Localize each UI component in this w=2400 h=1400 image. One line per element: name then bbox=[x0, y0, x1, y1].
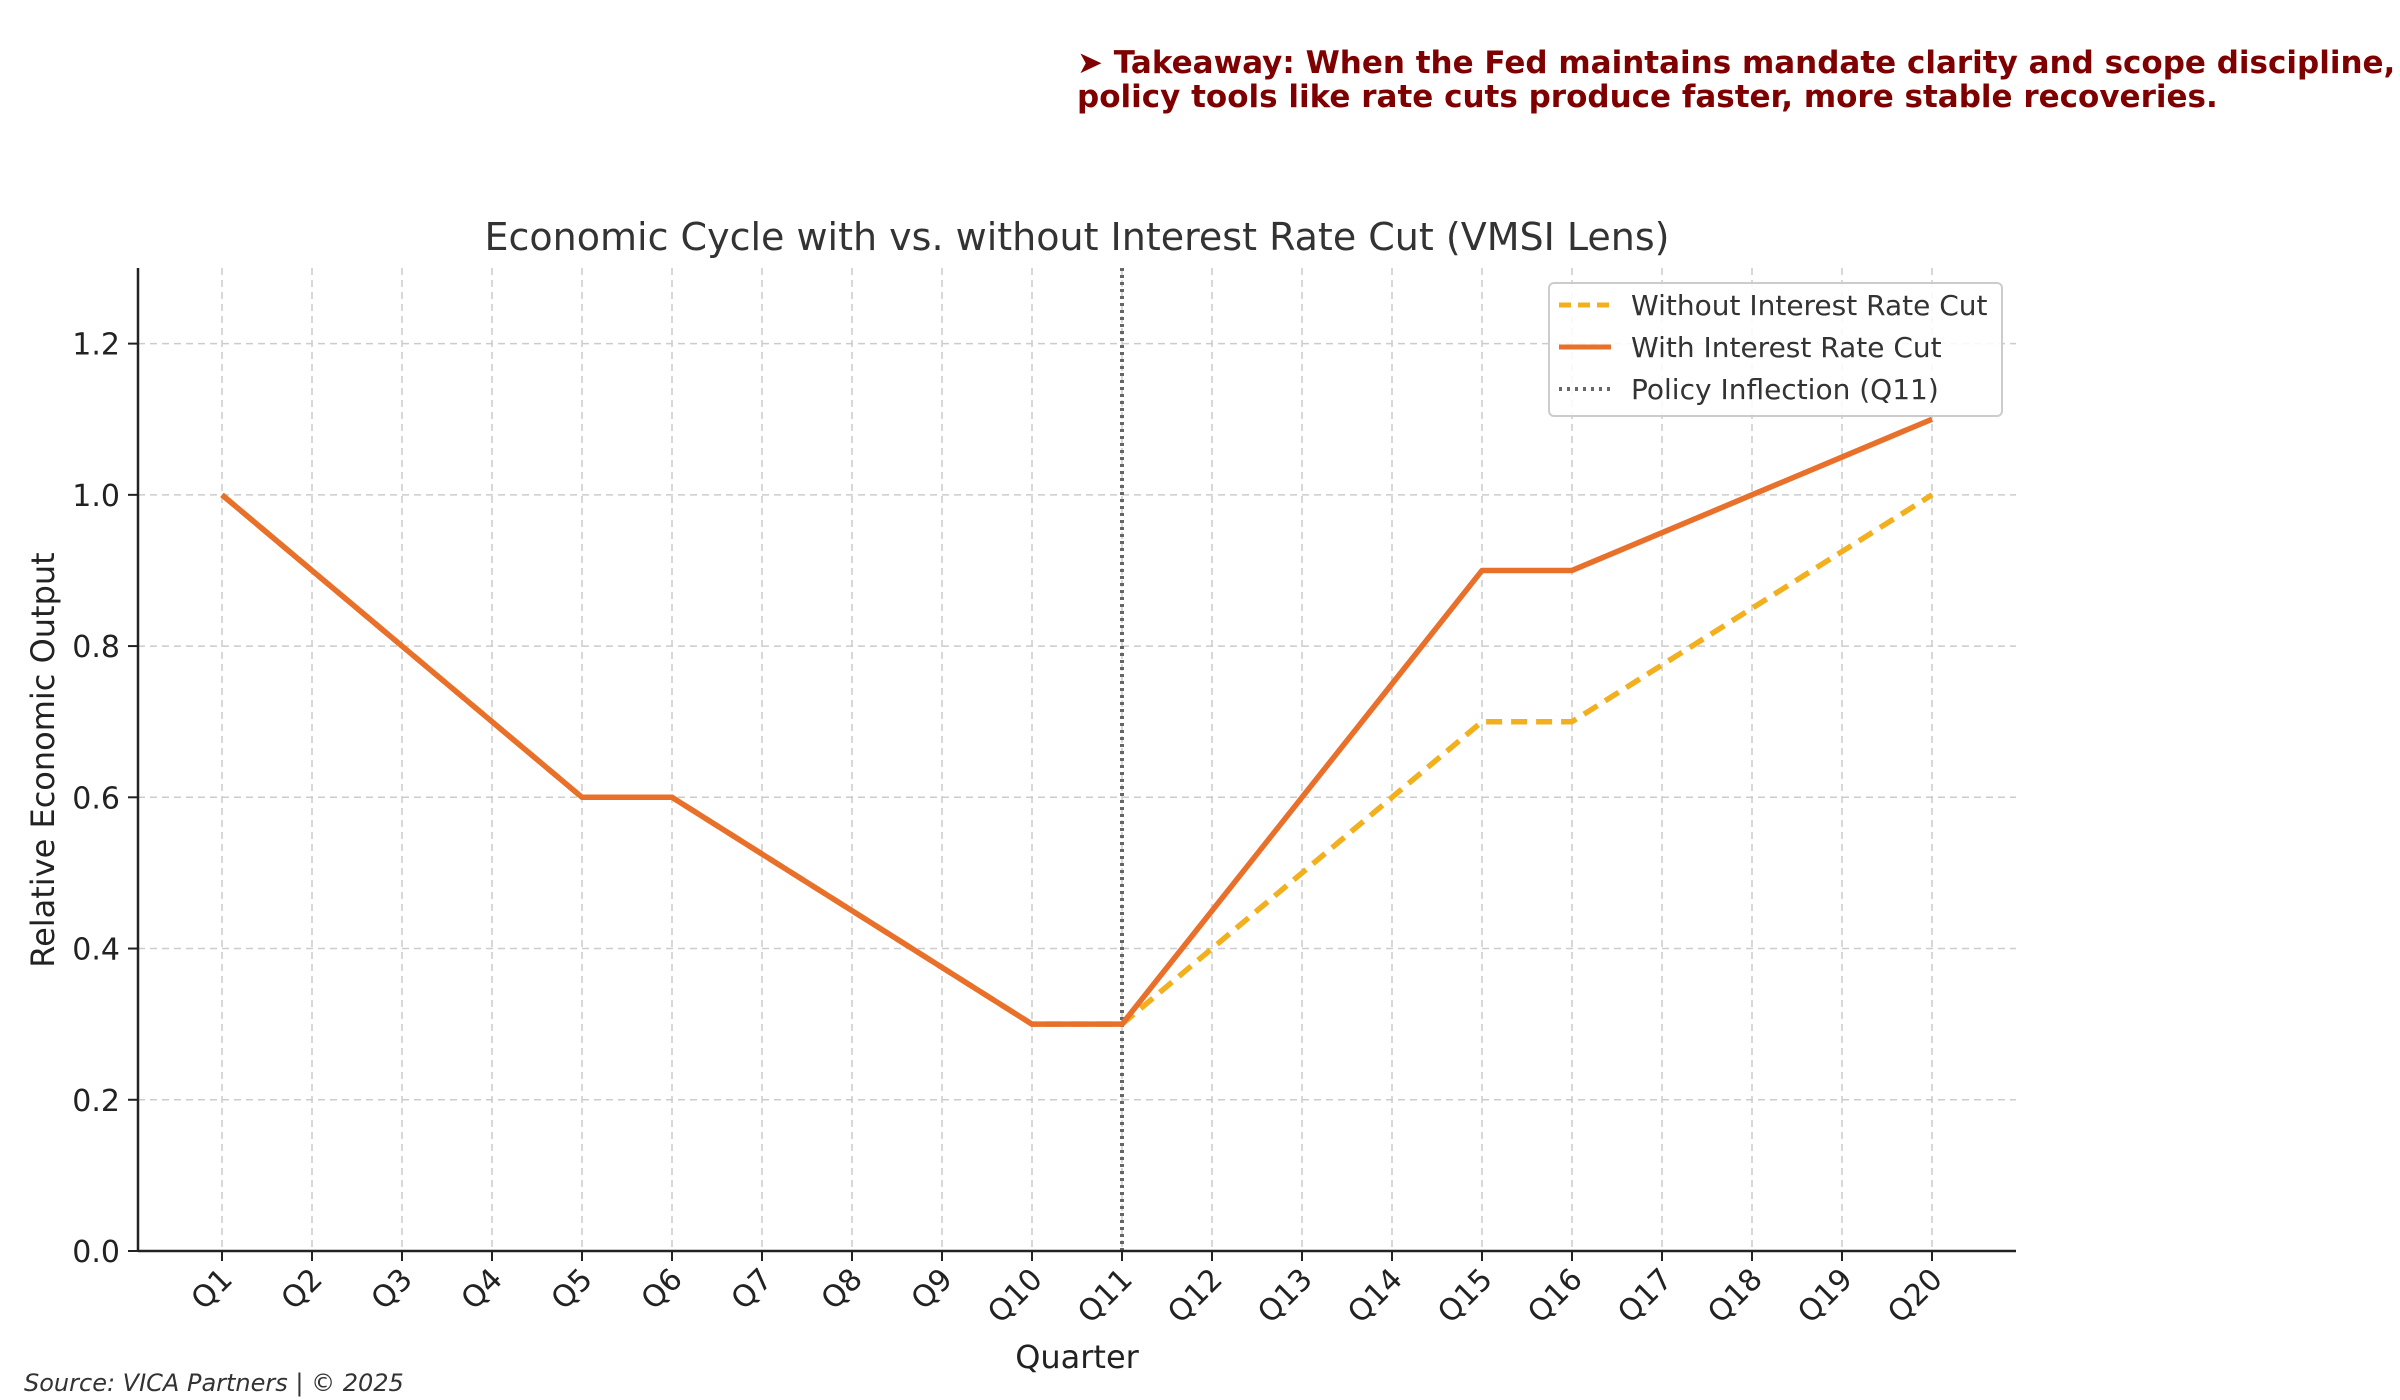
y-tick-label: 1.2 bbox=[72, 328, 120, 363]
series-layer bbox=[220, 416, 1934, 1027]
y-tick-label: 0.6 bbox=[72, 781, 120, 816]
x-tick-label: Q13 bbox=[1251, 1262, 1319, 1330]
x-tick-label: Q16 bbox=[1521, 1262, 1589, 1330]
x-tick-label: Q20 bbox=[1881, 1262, 1949, 1330]
tick-labels: Q1 Q2 Q3 Q4 Q5 Q6 Q7 Q8 Q9 Q10 Q11 Q12 Q13 Q14 Q15 Q16 Q… bbox=[72, 328, 1949, 1331]
x-tick-label: Q14 bbox=[1341, 1262, 1409, 1330]
x-tick-label: Q18 bbox=[1701, 1262, 1769, 1330]
x-tick-label: Q1 bbox=[185, 1262, 240, 1317]
x-tick-label: Q9 bbox=[905, 1262, 960, 1317]
y-axis-label: Relative Economic Output bbox=[24, 552, 62, 967]
takeaway-note: ➤ Takeaway: When the Fed maintains manda… bbox=[1077, 46, 2395, 114]
x-tick-label: Q4 bbox=[455, 1262, 510, 1317]
x-tick-label: Q15 bbox=[1431, 1262, 1499, 1330]
legend-label: Policy Inflection (Q11) bbox=[1631, 373, 1939, 406]
x-tick-label: Q7 bbox=[725, 1262, 780, 1317]
x-tick-label: Q11 bbox=[1071, 1262, 1139, 1330]
y-tick-label: 0.2 bbox=[72, 1084, 120, 1119]
chart-title: Economic Cycle with vs. without Interest… bbox=[485, 215, 1670, 259]
x-tick-label: Q12 bbox=[1161, 1262, 1229, 1330]
legend-label: With Interest Rate Cut bbox=[1631, 331, 1942, 364]
takeaway-line-1: ➤ Takeaway: When the Fed maintains manda… bbox=[1077, 45, 2396, 81]
x-tick-label: Q10 bbox=[981, 1262, 1049, 1330]
x-tick-label: Q3 bbox=[365, 1262, 420, 1317]
takeaway-line-2: policy tools like rate cuts produce fast… bbox=[1077, 79, 2218, 115]
source-note: Source: VICA Partners | © 2025 bbox=[24, 1369, 404, 1397]
x-axis-label: Quarter bbox=[1015, 1338, 1139, 1376]
legend-box bbox=[1548, 282, 2003, 417]
series-line-without-rate-cut bbox=[220, 492, 1934, 1027]
x-tick-label: Q5 bbox=[545, 1262, 600, 1317]
y-tick-label: 1.0 bbox=[72, 479, 120, 514]
x-tick-label: Q6 bbox=[635, 1262, 690, 1317]
axes bbox=[128, 268, 2016, 1261]
x-tick-label: Q2 bbox=[275, 1262, 330, 1317]
x-tick-label: Q8 bbox=[815, 1262, 870, 1317]
legend: Without Interest Rate Cut With Interest R… bbox=[1548, 282, 2003, 417]
series-line-with-rate-cut bbox=[220, 416, 1934, 1027]
y-tick-label: 0.4 bbox=[72, 933, 120, 968]
y-tick-label: 0.0 bbox=[72, 1235, 120, 1270]
x-tick-label: Q17 bbox=[1611, 1262, 1679, 1330]
y-tick-label: 0.8 bbox=[72, 630, 120, 665]
x-tick-label: Q19 bbox=[1791, 1262, 1859, 1330]
legend-label: Without Interest Rate Cut bbox=[1631, 289, 1988, 322]
